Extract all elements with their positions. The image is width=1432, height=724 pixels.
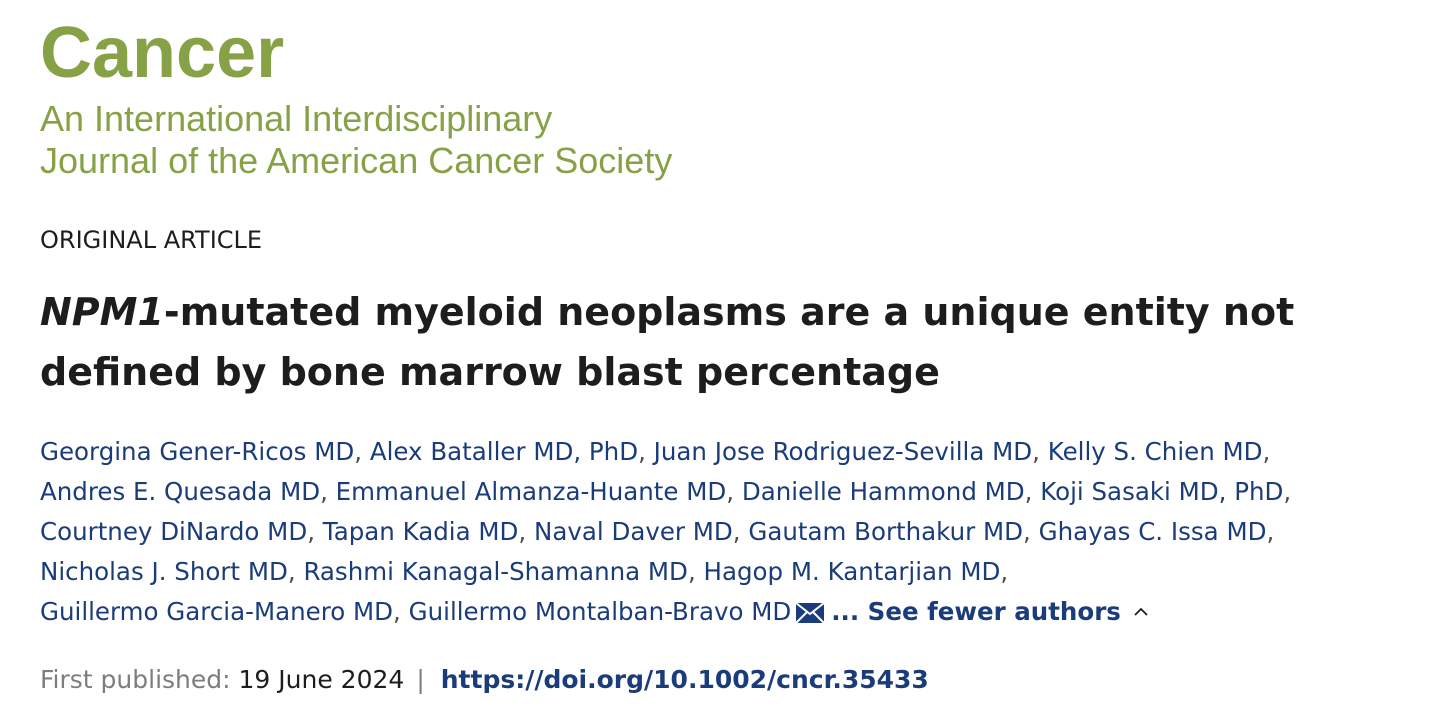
author-separator: , (732, 517, 741, 546)
first-published-label: First published: (40, 665, 231, 694)
author-separator: , (307, 517, 315, 546)
author-link[interactable]: Juan Jose Rodriguez-Sevilla MD (653, 437, 1033, 466)
author-separator: , (1283, 477, 1292, 506)
author-link[interactable]: Danielle Hammond MD (741, 477, 1025, 506)
author-separator: , (1023, 517, 1031, 546)
author-link[interactable]: Courtney DiNardo MD (40, 517, 308, 546)
envelope-icon[interactable] (795, 602, 825, 624)
publication-info: First published: 19 June 2024 | https://do… (40, 662, 929, 698)
author-separator: , (393, 597, 401, 626)
author-line-2: Andres E. Quesada MD, Emmanuel Almanza-H… (40, 472, 1410, 512)
chevron-up-icon[interactable] (1133, 604, 1149, 620)
author-link[interactable]: Rashmi Kanagal-Shamanna MD (303, 557, 688, 586)
journal-logo-title[interactable]: Cancer (40, 13, 285, 93)
author-link[interactable]: Nicholas J. Short MD (40, 557, 288, 586)
author-separator: , (287, 557, 296, 586)
author-link[interactable]: Emmanuel Almanza-Huante MD (335, 477, 727, 506)
author-line-1: Georgina Gener-Ricos MD, Alex Bataller M… (40, 432, 1410, 472)
see-fewer-authors-link[interactable]: ... See fewer authors (831, 597, 1121, 626)
doi-link[interactable]: https://doi.org/10.1002/cncr.35433 (440, 665, 929, 694)
title-line-1-text: -mutated myeloid neoplasms are a unique … (163, 290, 1295, 334)
author-link[interactable]: Alex Bataller MD, PhD (369, 437, 639, 466)
journal-subtitle: An International Interdisciplinary Journ… (40, 98, 672, 182)
author-list: Georgina Gener-Ricos MD, Alex Bataller M… (40, 432, 1410, 632)
author-separator: , (320, 477, 328, 506)
author-separator: , (1024, 477, 1033, 506)
author-link[interactable]: Georgina Gener-Ricos MD (40, 437, 355, 466)
author-separator: , (687, 557, 696, 586)
article-title: NPM1-mutated myeloid neoplasms are a uni… (40, 282, 1400, 402)
author-line-3: Courtney DiNardo MD, Tapan Kadia MD, Nav… (40, 512, 1410, 552)
author-link[interactable]: Gautam Borthakur MD (748, 517, 1024, 546)
journal-subtitle-line-2: Journal of the American Cancer Society (40, 140, 673, 181)
author-link[interactable]: Koji Sasaki MD, PhD (1040, 477, 1284, 506)
author-separator: , (638, 437, 646, 466)
author-separator: , (518, 517, 527, 546)
author-link[interactable]: Andres E. Quesada MD (40, 477, 321, 506)
author-link[interactable]: Naval Daver MD (534, 517, 733, 546)
author-separator: , (1266, 517, 1275, 546)
journal-subtitle-line-1: An International Interdisciplinary (40, 98, 553, 139)
author-separator: , (354, 437, 363, 466)
article-type-label: ORIGINAL ARTICLE (40, 226, 263, 254)
title-line-2-text: defined by bone marrow blast percentage (40, 350, 940, 394)
title-gene-name: NPM1 (40, 290, 164, 334)
author-separator: , (1000, 557, 1009, 586)
author-link[interactable]: Guillermo Montalban-Bravo MD (408, 597, 792, 626)
author-link[interactable]: Ghayas C. Issa MD (1038, 517, 1267, 546)
publication-divider: | (416, 665, 425, 694)
author-link[interactable]: Kelly S. Chien MD (1047, 437, 1263, 466)
author-link[interactable]: Tapan Kadia MD (322, 517, 519, 546)
author-separator: , (1032, 437, 1040, 466)
author-link[interactable]: Hagop M. Kantarjian MD (703, 557, 1001, 586)
author-line-5: Guillermo Garcia-Manero MD, Guillermo Mo… (40, 592, 1410, 632)
author-separator: , (1262, 437, 1271, 466)
author-separator: , (726, 477, 735, 506)
author-line-4: Nicholas J. Short MD, Rashmi Kanagal-Sha… (40, 552, 1410, 592)
author-link[interactable]: Guillermo Garcia-Manero MD (40, 597, 394, 626)
publication-date: 19 June 2024 (238, 665, 405, 694)
